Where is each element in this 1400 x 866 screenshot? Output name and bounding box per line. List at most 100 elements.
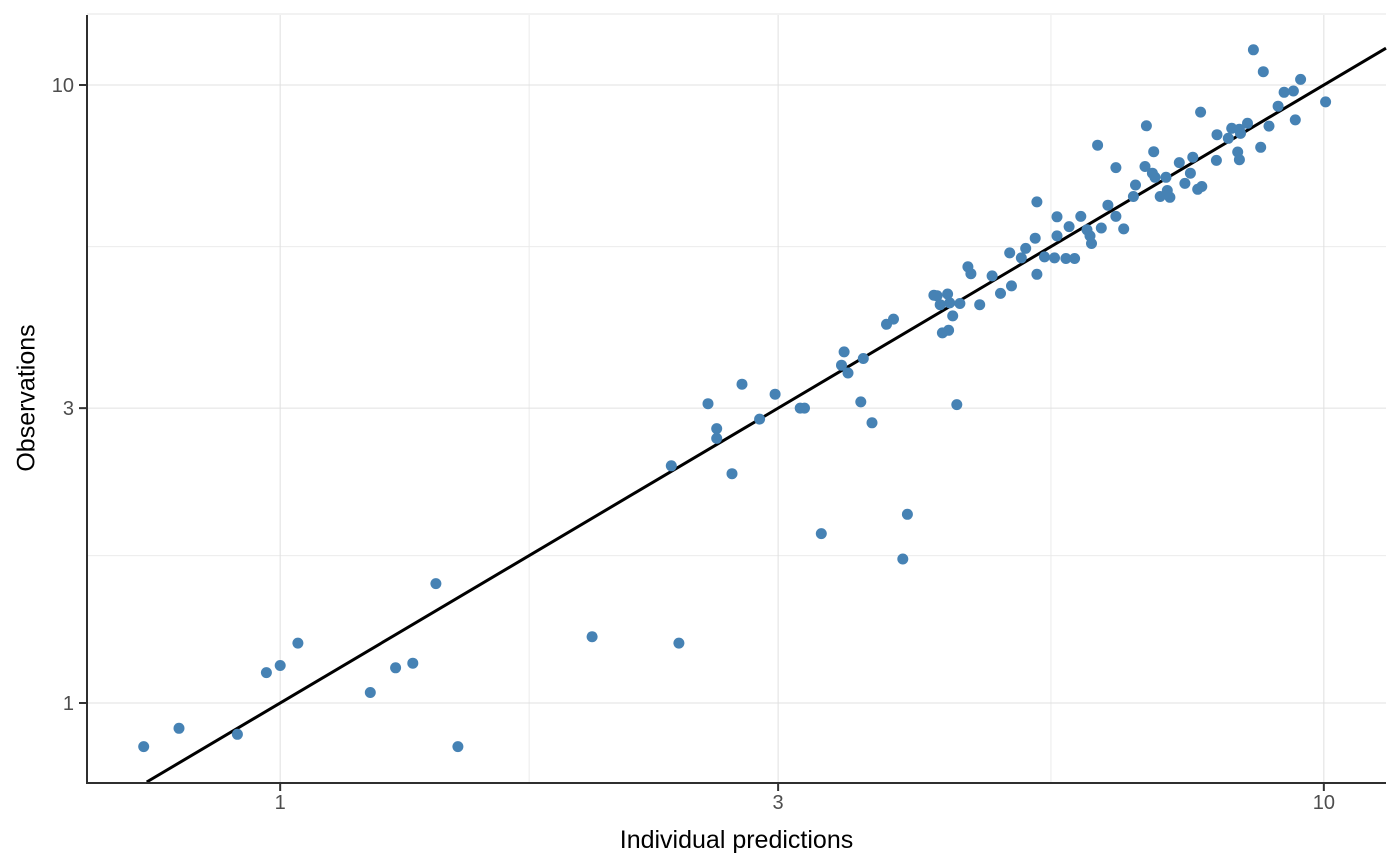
data-point xyxy=(954,298,966,309)
data-point xyxy=(1140,120,1152,132)
data-point xyxy=(1187,151,1199,163)
data-point xyxy=(665,460,677,472)
data-point xyxy=(1210,154,1222,166)
data-point xyxy=(1029,232,1041,244)
x-tick-label: 10 xyxy=(1313,792,1335,814)
x-tick-label: 1 xyxy=(275,792,286,814)
data-point xyxy=(942,288,954,300)
data-point xyxy=(1257,66,1269,78)
data-point xyxy=(1049,252,1060,264)
data-point xyxy=(1069,253,1081,264)
data-point xyxy=(430,578,442,590)
y-tick-label: 3 xyxy=(63,398,74,420)
data-point xyxy=(1051,211,1063,223)
data-point xyxy=(1278,86,1290,98)
data-point xyxy=(1006,280,1017,292)
data-point xyxy=(986,270,998,282)
data-point xyxy=(1020,242,1032,254)
data-point xyxy=(1195,106,1207,118)
data-point xyxy=(1149,171,1161,183)
data-point xyxy=(838,346,850,358)
data-point xyxy=(944,297,956,309)
data-point xyxy=(1295,73,1307,85)
data-point xyxy=(407,657,419,669)
data-point xyxy=(1320,96,1332,108)
data-point xyxy=(1263,120,1275,132)
data-point xyxy=(947,310,959,322)
data-point xyxy=(1110,162,1122,174)
data-point xyxy=(1255,141,1267,153)
data-point xyxy=(173,722,185,734)
data-point xyxy=(888,313,899,325)
data-point xyxy=(1272,100,1284,112)
data-point xyxy=(842,367,854,379)
data-point xyxy=(1031,268,1043,280)
data-point xyxy=(1287,85,1299,97)
y-axis-title: Observations xyxy=(12,324,41,472)
data-point xyxy=(673,637,685,649)
data-point xyxy=(1211,129,1223,141)
data-point xyxy=(452,741,464,753)
data-point xyxy=(138,741,150,753)
data-point xyxy=(934,299,946,311)
data-point xyxy=(231,728,243,740)
data-point xyxy=(726,468,738,480)
data-point xyxy=(1127,191,1139,202)
data-point xyxy=(815,528,827,540)
data-point xyxy=(836,359,847,371)
data-point xyxy=(702,398,714,410)
data-point xyxy=(1031,196,1043,208)
data-point xyxy=(586,631,598,643)
data-point xyxy=(1095,222,1107,234)
data-point xyxy=(1130,179,1141,191)
data-point xyxy=(1184,167,1196,179)
x-axis-title: Individual predictions xyxy=(619,826,854,854)
data-point xyxy=(769,388,781,400)
y-tick-label: 10 xyxy=(52,75,74,97)
data-point xyxy=(799,402,810,414)
data-point xyxy=(1139,161,1151,172)
data-point xyxy=(1173,157,1185,169)
identity-line xyxy=(145,46,1387,784)
data-point xyxy=(364,687,376,698)
data-point xyxy=(974,299,986,311)
data-point xyxy=(951,399,963,411)
data-point xyxy=(1075,210,1087,222)
data-point xyxy=(1092,139,1104,151)
data-point xyxy=(1247,44,1259,56)
data-point xyxy=(931,290,943,302)
data-point xyxy=(1242,117,1253,129)
data-point xyxy=(995,287,1006,299)
data-point xyxy=(1060,253,1072,264)
data-point xyxy=(1015,252,1027,264)
data-point xyxy=(897,553,909,565)
data-point xyxy=(1086,238,1097,249)
data-point xyxy=(1063,221,1075,233)
data-point xyxy=(292,637,304,649)
data-point xyxy=(1004,247,1016,259)
data-point xyxy=(901,508,913,520)
data-point xyxy=(260,667,272,679)
data-point xyxy=(1233,154,1245,166)
data-point xyxy=(736,378,748,390)
x-tick-label: 3 xyxy=(773,792,784,814)
data-point xyxy=(1039,251,1050,263)
data-point xyxy=(1222,132,1234,144)
data-point xyxy=(754,413,766,425)
data-point xyxy=(1235,127,1246,139)
data-point xyxy=(1118,223,1130,235)
y-tick-label: 1 xyxy=(63,693,74,715)
data-point xyxy=(1051,230,1063,242)
data-point xyxy=(1164,191,1176,203)
data-point xyxy=(711,423,723,435)
data-point xyxy=(1289,114,1301,126)
data-point xyxy=(390,662,402,674)
data-point xyxy=(711,432,723,444)
data-point xyxy=(965,268,977,280)
data-point xyxy=(866,417,878,429)
data-point xyxy=(855,396,867,408)
data-point xyxy=(857,353,869,364)
data-point xyxy=(1148,146,1160,158)
data-point xyxy=(943,324,955,336)
